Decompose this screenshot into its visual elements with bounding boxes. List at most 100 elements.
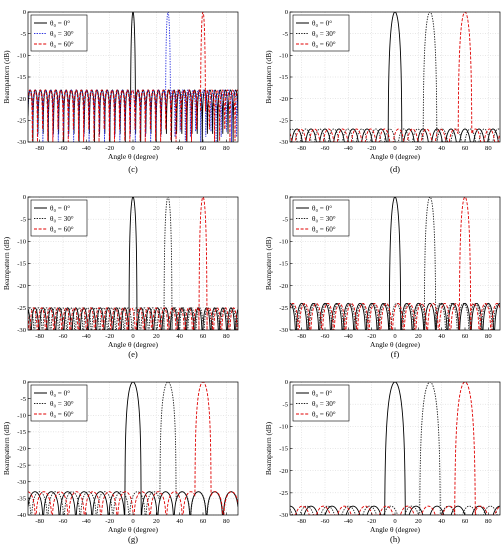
legend: θ₀ = 0° θ₀ = 30° θ₀ = 60° [292, 199, 350, 237]
series-line-30 [28, 382, 238, 515]
legend-label: θ₀ = 0° [50, 205, 70, 213]
x-tick-label: -80 [297, 145, 306, 152]
x-tick-label: -40 [82, 518, 91, 525]
legend-label: θ₀ = 60° [312, 226, 336, 234]
y-tick-label: -20 [17, 446, 26, 453]
y-tick-label: 0 [285, 379, 289, 386]
y-tick-label: -10 [17, 239, 26, 246]
y-tick-label: -25 [17, 118, 26, 125]
legend: θ₀ = 0° θ₀ = 30° θ₀ = 60° [30, 199, 88, 237]
y-tick-label: -30 [17, 479, 26, 486]
y-tick-label: -35 [17, 496, 26, 503]
x-tick-label: 20 [415, 145, 422, 152]
panel-caption: (g) [128, 534, 138, 544]
x-tick-label: -80 [35, 333, 44, 340]
legend: θ₀ = 0° θ₀ = 30° θ₀ = 60° [30, 14, 88, 52]
x-tick-label: -60 [59, 518, 68, 525]
y-tick-label: -5 [21, 31, 27, 38]
legend-label: θ₀ = 30° [50, 30, 74, 38]
x-tick-label: -20 [105, 333, 114, 340]
x-tick-label: 20 [153, 333, 160, 340]
x-axis-label: Angle θ (degree) [370, 152, 420, 161]
x-tick-label: 20 [153, 518, 160, 525]
legend: θ₀ = 0° θ₀ = 30° θ₀ = 60° [292, 14, 350, 52]
x-tick-label: 80 [223, 518, 230, 525]
legend-label: θ₀ = 30° [312, 400, 336, 408]
x-tick-label: -40 [344, 333, 353, 340]
legend-label: θ₀ = 0° [50, 390, 70, 398]
legend-label: θ₀ = 0° [312, 390, 332, 398]
x-tick-label: -60 [321, 518, 330, 525]
legend-label: θ₀ = 0° [312, 20, 332, 28]
y-tick-label: -20 [17, 283, 26, 290]
x-tick-label: 80 [223, 333, 230, 340]
panel-caption: (d) [390, 164, 400, 174]
y-tick-label: -15 [17, 429, 26, 436]
x-tick-label: -40 [82, 333, 91, 340]
x-tick-label: 20 [153, 145, 160, 152]
x-tick-label: 20 [415, 333, 422, 340]
x-tick-label: -60 [321, 333, 330, 340]
x-tick-label: -60 [59, 145, 68, 152]
legend-label: θ₀ = 30° [312, 30, 336, 38]
x-tick-label: -40 [344, 145, 353, 152]
legend: θ₀ = 0° θ₀ = 30° θ₀ = 60° [30, 384, 88, 422]
y-tick-label: -5 [283, 216, 289, 223]
x-tick-label: 40 [176, 333, 183, 340]
x-tick-label: 0 [393, 145, 397, 152]
series-line-0 [290, 197, 500, 330]
y-tick-label: -5 [21, 396, 27, 403]
legend: θ₀ = 0° θ₀ = 30° θ₀ = 60° [292, 384, 350, 422]
x-axis-label: Angle θ (degree) [108, 152, 158, 161]
x-tick-label: 0 [131, 333, 135, 340]
x-tick-label: -80 [297, 333, 306, 340]
series-line-30 [28, 197, 238, 330]
x-axis-label: Angle θ (degree) [370, 340, 420, 349]
y-tick-label: -15 [279, 446, 288, 453]
x-tick-label: 40 [438, 518, 445, 525]
x-tick-label: 0 [131, 145, 135, 152]
y-tick-label: -15 [17, 74, 26, 81]
y-tick-label: -40 [17, 512, 26, 519]
panel-caption: (c) [128, 164, 138, 174]
x-tick-label: 40 [438, 333, 445, 340]
y-axis-label: Beampattern (dB) [264, 236, 273, 290]
y-tick-label: -25 [17, 462, 26, 469]
y-tick-label: -5 [21, 216, 27, 223]
x-tick-label: 80 [485, 145, 492, 152]
x-tick-label: 0 [393, 333, 397, 340]
y-axis-label: Beampattern (dB) [264, 421, 273, 475]
x-tick-label: 80 [485, 333, 492, 340]
x-tick-label: -80 [35, 145, 44, 152]
series-line-60 [28, 12, 238, 142]
legend-label: θ₀ = 0° [50, 20, 70, 28]
legend-label: θ₀ = 30° [312, 215, 336, 223]
x-tick-label: -20 [367, 518, 376, 525]
y-tick-label: -25 [279, 305, 288, 312]
y-tick-label: -10 [279, 53, 288, 60]
x-tick-label: 60 [200, 333, 207, 340]
x-tick-label: -20 [367, 333, 376, 340]
y-tick-label: -20 [17, 96, 26, 103]
y-tick-label: -15 [17, 261, 26, 268]
x-tick-label: -80 [35, 518, 44, 525]
y-tick-label: -20 [279, 468, 288, 475]
y-tick-label: -25 [279, 118, 288, 125]
x-tick-label: 60 [462, 518, 469, 525]
x-tick-label: 60 [200, 145, 207, 152]
y-tick-label: 0 [285, 9, 289, 16]
chart-panel-d: -80 -60 -40 -20 0 20 40 60 80 0 -5 -10 -15 -20 -25 -30 A… [264, 9, 501, 174]
legend-label: θ₀ = 60° [312, 411, 336, 419]
y-tick-label: -10 [17, 53, 26, 60]
x-tick-label: 40 [438, 145, 445, 152]
legend-label: θ₀ = 60° [312, 41, 336, 49]
legend-label: θ₀ = 60° [50, 411, 74, 419]
y-tick-label: -20 [279, 283, 288, 290]
y-axis-label: Beampattern (dB) [2, 236, 11, 290]
y-tick-label: 0 [285, 194, 289, 201]
x-tick-label: 40 [176, 145, 183, 152]
x-tick-label: 40 [176, 518, 183, 525]
y-tick-label: -30 [17, 327, 26, 334]
x-axis-label: Angle θ (degree) [370, 525, 420, 534]
